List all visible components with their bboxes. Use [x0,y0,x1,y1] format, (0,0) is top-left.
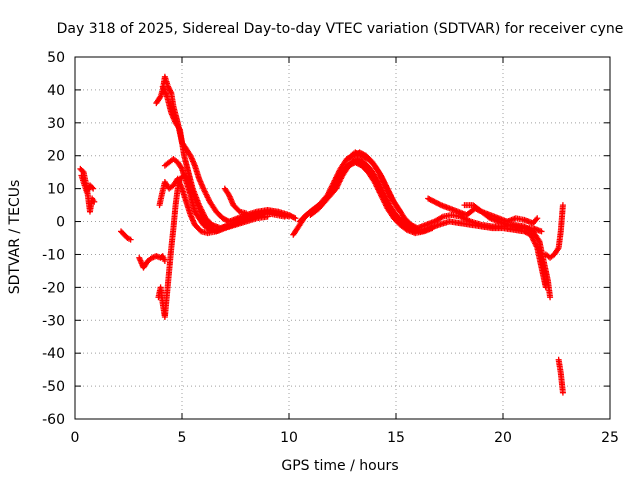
y-tick-label: 30 [47,116,65,132]
data-point-marker [178,164,185,171]
data-point-marker [161,258,168,265]
chart-title: Day 318 of 2025, Sidereal Day-to-day VTE… [57,21,624,37]
data-point-marker [397,208,404,215]
data-point-marker [205,225,212,232]
grid-lines [75,57,610,419]
data-point-marker [90,185,97,192]
data-point-marker [547,294,554,301]
data-point-marker [292,215,299,222]
x-tick-label: 10 [280,430,298,446]
x-tick-label: 0 [71,430,80,446]
x-axis-label: GPS time / hours [281,458,398,474]
data-point-marker [554,246,561,253]
data-point-marker [538,228,545,235]
data-points [77,73,566,396]
data-point-marker [176,125,183,132]
plot-frame [74,56,611,420]
y-tick-label: -60 [42,412,65,428]
data-point-marker [559,389,566,396]
x-tick-label: 5 [178,430,187,446]
data-point-marker [264,213,271,220]
y-tick-label: -20 [42,280,65,296]
data-point-marker [291,214,298,221]
y-axis-label: SDTVAR / TECUs [7,180,23,295]
data-point-marker [127,236,134,243]
data-point-marker [559,202,566,209]
data-point-marker [429,225,436,232]
y-tick-label: -10 [42,247,65,263]
y-tick-label: 20 [47,149,65,165]
y-tick-label: -30 [42,313,65,329]
data-point-marker [221,223,228,230]
y-tick-label: -40 [42,346,65,362]
y-tick-label: 10 [47,182,65,198]
data-point-marker [91,198,98,205]
y-tick-label: 0 [56,215,65,231]
data-point-marker [281,213,288,220]
y-tick-label: 40 [47,83,65,99]
data-point-marker [533,216,540,223]
data-point-marker [89,184,96,191]
data-point-marker [436,201,443,208]
axis-ticks: 0 5 10 15 20 25 -60 -50 -40 -30 -20 -10 0 10 20 30 40 50 [42,50,619,446]
x-tick-label: 20 [494,430,512,446]
data-point-marker [220,224,227,231]
data-point-marker [534,215,541,222]
x-tick-label: 25 [601,430,619,446]
data-point-marker [243,210,250,217]
y-tick-label: -50 [42,379,65,395]
y-tick-label: 50 [47,50,65,66]
data-point-marker [542,284,549,291]
x-tick-label: 15 [387,430,405,446]
